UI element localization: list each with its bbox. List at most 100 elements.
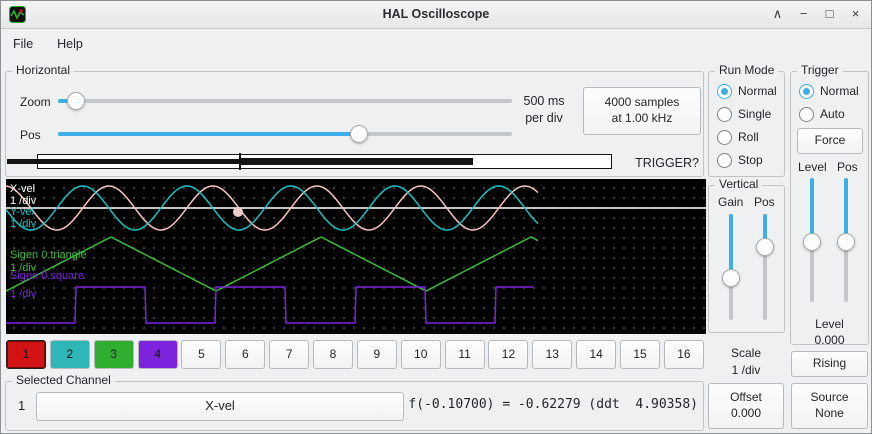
channel-button-16[interactable]: 16 — [663, 340, 704, 369]
pos-slider-fill — [58, 132, 360, 136]
trigger-level-caption: Level — [815, 317, 844, 331]
timeline-cursor[interactable] — [239, 153, 241, 170]
close-icon[interactable]: × — [851, 6, 860, 21]
channel-button-9[interactable]: 9 — [356, 340, 397, 369]
force-button[interactable]: Force — [797, 128, 863, 154]
samples-line1: 4000 samples — [604, 95, 680, 110]
vertical-pos-groove[interactable] — [763, 214, 767, 320]
trigger-normal-label: Normal — [820, 84, 859, 98]
trigger-point-marker[interactable] — [233, 207, 243, 217]
trigger-level-fill — [810, 178, 814, 243]
title-bar[interactable]: HAL Oscilloscope ∧ − □ × — [1, 1, 871, 29]
timeline-filled-left — [7, 159, 240, 164]
pos-slider-handle[interactable] — [350, 125, 369, 143]
zoom-slider-handle[interactable] — [66, 92, 85, 110]
channel-name-button[interactable]: X-vel — [36, 392, 404, 421]
channel-button-14[interactable]: 14 — [576, 340, 617, 369]
rising-button-label: Rising — [812, 356, 847, 371]
channel-button-7[interactable]: 7 — [269, 340, 310, 369]
runmode-stop-radio[interactable]: Stop — [717, 151, 763, 169]
channel-button-11[interactable]: 11 — [444, 340, 485, 369]
trigger-level-slider[interactable] — [803, 178, 821, 302]
channel-button-1[interactable]: 1 — [6, 340, 46, 369]
trigger-pos-handle[interactable] — [837, 233, 855, 252]
zoom-label: Zoom — [20, 95, 51, 109]
runmode-normal-radio[interactable]: Normal — [717, 82, 777, 100]
trigger-level-handle[interactable] — [803, 233, 821, 252]
channel-button-13[interactable]: 13 — [532, 340, 573, 369]
samples-button[interactable]: 4000 samples at 1.00 kHz — [583, 87, 701, 135]
vertical-pos-fill — [763, 214, 767, 247]
rising-button[interactable]: Rising — [791, 351, 868, 377]
channel-button-6[interactable]: 6 — [225, 340, 266, 369]
vertical-pos-slider[interactable] — [756, 214, 774, 320]
pos-slider[interactable] — [58, 125, 512, 143]
channel-button-row: 1 2 3 4 5 6 7 8 9 10 11 12 13 14 15 16 — [6, 340, 704, 370]
selected-channel-title: Selected Channel — [12, 373, 115, 387]
radio-circle — [717, 129, 732, 145]
horizontal-group-title: Horizontal — [12, 63, 75, 77]
scope-display: X-vel 1 /div Y-vel 1 /div Sigen 0.triangle 1 … — [6, 179, 706, 334]
rate-line2: per div — [525, 111, 563, 125]
channel-button-15[interactable]: 15 — [620, 340, 661, 369]
trace-sigen-0-triangle — [6, 236, 539, 292]
channel-button-3[interactable]: 3 — [93, 340, 134, 369]
radio-circle — [717, 106, 732, 122]
menu-file[interactable]: File — [13, 37, 34, 51]
trigger-auto-radio[interactable]: Auto — [799, 105, 845, 123]
channel-button-2[interactable]: 2 — [49, 340, 90, 369]
shade-icon[interactable]: ∧ — [772, 6, 783, 21]
pos-label: Pos — [20, 128, 41, 142]
trigger-level-value: 0.000 — [814, 333, 845, 347]
radio-circle — [717, 83, 732, 99]
scale-value: 1 /div — [731, 363, 761, 377]
source-button-value: None — [815, 406, 844, 420]
vertical-pos-label: Pos — [754, 195, 775, 209]
scale-caption: Scale — [730, 346, 762, 360]
scope-channel-label: Y-vel — [10, 206, 35, 218]
runmode-roll-label: Roll — [738, 130, 759, 144]
trigger-normal-radio[interactable]: Normal — [799, 82, 859, 100]
zoom-slider-groove[interactable] — [58, 99, 512, 103]
channel-button-10[interactable]: 10 — [400, 340, 441, 369]
maximize-icon[interactable]: □ — [825, 6, 834, 21]
source-button[interactable]: Source None — [791, 383, 868, 429]
channel-button-4[interactable]: 4 — [137, 340, 178, 369]
runmode-single-label: Single — [738, 107, 772, 121]
trace-sigen-0-square — [6, 286, 533, 324]
scope-channel-label: X-vel — [10, 183, 36, 195]
trigger-group-title: Trigger — [797, 63, 843, 77]
vertical-pos-handle[interactable] — [756, 237, 774, 256]
minimize-icon[interactable]: − — [799, 6, 808, 21]
runmode-single-radio[interactable]: Single — [717, 105, 771, 123]
menu-help[interactable]: Help — [57, 37, 83, 51]
radio-circle — [799, 83, 814, 99]
trigger-pos-fill — [844, 178, 848, 243]
channel-button-8[interactable]: 8 — [313, 340, 354, 369]
trigger-level-label: Level — [798, 160, 827, 174]
offset-button-value: 0.000 — [730, 406, 762, 420]
runmode-stop-label: Stop — [738, 153, 763, 167]
rate-line1: 500 ms — [523, 94, 565, 108]
trigger-auto-label: Auto — [820, 107, 845, 121]
channel-value-readout: f(-0.10700) = -0.62279 (ddt 4.90358) — [408, 397, 698, 412]
runmode-roll-radio[interactable]: Roll — [717, 128, 759, 146]
scale-block: Scale 1 /div — [708, 346, 784, 377]
scope-channel-div-label: 1 /div — [10, 288, 37, 300]
trigger-group: Trigger Normal Auto Force Level Pos Leve… — [790, 63, 869, 347]
record-timeline[interactable] — [7, 153, 613, 170]
zoom-slider[interactable] — [58, 92, 512, 110]
horizontal-group: Horizontal Zoom 500 ms per div 4000 samp… — [5, 63, 704, 177]
gain-slider-handle[interactable] — [722, 268, 740, 287]
offset-button[interactable]: Offset 0.000 — [708, 383, 784, 429]
gain-slider[interactable] — [722, 214, 740, 320]
gain-label: Gain — [718, 195, 744, 209]
scope-channel-div-label: 1 /div — [10, 262, 37, 274]
channel-button-5[interactable]: 5 — [181, 340, 222, 369]
scope-channel-div-label: 1 /div — [10, 218, 37, 230]
trigger-pos-slider[interactable] — [837, 178, 855, 302]
channel-button-12[interactable]: 12 — [488, 340, 529, 369]
radio-circle — [717, 152, 732, 168]
offset-button-caption: Offset — [730, 390, 762, 405]
